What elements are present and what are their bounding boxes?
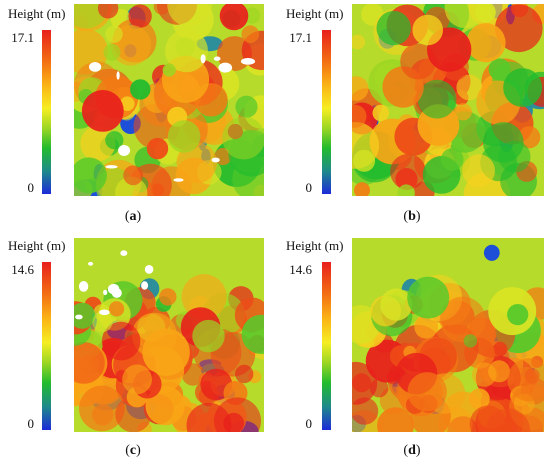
panel-letter: c bbox=[129, 443, 137, 458]
height-map-svg bbox=[74, 238, 264, 432]
panel-caption: (a) bbox=[124, 209, 142, 224]
height-colorbar bbox=[42, 262, 51, 430]
colorbar-max-label: 17.1 bbox=[11, 30, 34, 45]
height-colorbar bbox=[322, 262, 331, 430]
panel-letter: b bbox=[408, 209, 416, 224]
canopy-height-map bbox=[352, 4, 544, 196]
panel-caption: (d) bbox=[403, 443, 421, 458]
canopy-height-map bbox=[74, 4, 264, 196]
height-map-svg bbox=[352, 238, 544, 432]
canopy-height-map bbox=[352, 238, 544, 432]
colorbar-max-label: 14.6 bbox=[11, 262, 34, 277]
colorbar-min-label: 0 bbox=[305, 416, 313, 431]
panel-caption: (c) bbox=[125, 443, 141, 458]
height-axis-title: Height (m) bbox=[8, 238, 66, 253]
colorbar-max-label: 14.6 bbox=[289, 262, 312, 277]
colorbar-max-label: 17.1 bbox=[289, 30, 312, 45]
height-map-svg bbox=[352, 4, 544, 196]
height-colorbar bbox=[322, 30, 331, 194]
height-map-svg bbox=[74, 4, 264, 196]
canopy-height-map bbox=[74, 238, 264, 432]
height-axis-title: Height (m) bbox=[8, 6, 66, 21]
height-axis-title: Height (m) bbox=[286, 238, 344, 253]
panel-letter: a bbox=[129, 209, 137, 224]
height-axis-title: Height (m) bbox=[286, 6, 344, 21]
panel-letter: d bbox=[408, 443, 416, 458]
panel-caption: (b) bbox=[403, 209, 421, 224]
colorbar-min-label: 0 bbox=[305, 180, 313, 195]
colorbar-min-label: 0 bbox=[27, 416, 35, 431]
height-colorbar bbox=[42, 30, 51, 194]
colorbar-min-label: 0 bbox=[27, 180, 35, 195]
